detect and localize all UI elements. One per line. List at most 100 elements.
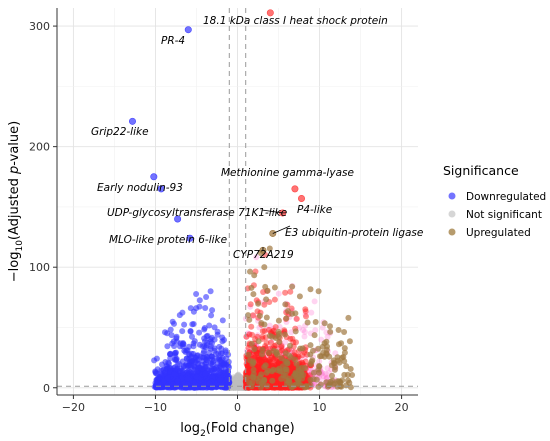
y-axis-title: −log10(Adjusted p-value) — [7, 121, 25, 282]
annotation-label: PR-4 — [161, 35, 185, 47]
data-point-up_alt — [339, 354, 345, 361]
data-point-up_alt — [248, 284, 255, 291]
data-point-up_alt — [347, 366, 354, 372]
data-point-up_alt — [255, 338, 262, 345]
data-point-up — [243, 333, 250, 340]
data-point-pink — [253, 254, 260, 261]
data-point-down — [194, 382, 201, 389]
data-point-down — [184, 363, 191, 370]
annotation-label: Grip22-like — [91, 126, 149, 138]
data-point-pink — [316, 358, 323, 365]
data-point-down — [202, 370, 209, 377]
data-point-down — [189, 333, 195, 340]
data-point-up — [289, 335, 296, 342]
data-point-up_alt — [282, 301, 289, 308]
data-point-pink — [324, 334, 331, 340]
data-point-up_alt — [345, 314, 352, 321]
data-point-down — [152, 368, 159, 375]
legend-swatch — [448, 228, 456, 236]
data-point-ns — [237, 374, 244, 381]
data-point-down — [202, 305, 209, 311]
data-point-down — [200, 384, 206, 391]
data-point-up_alt — [278, 355, 285, 362]
data-point-up_alt — [321, 320, 328, 327]
data-point-pink — [282, 339, 289, 346]
y-tick-label: 100 — [29, 261, 50, 274]
data-point-up_alt — [251, 346, 258, 353]
data-point-up — [271, 343, 278, 349]
data-point-up — [272, 324, 279, 330]
data-point-pink — [275, 290, 282, 297]
data-point-down — [196, 297, 203, 304]
data-point-down — [181, 347, 188, 354]
data-point-up_alt — [315, 345, 322, 352]
data-point-up_alt — [343, 382, 350, 389]
data-point-down — [174, 361, 181, 368]
data-point-down — [195, 356, 202, 363]
data-point-down — [209, 307, 216, 314]
data-point-down — [211, 324, 218, 331]
data-point-down — [203, 356, 210, 363]
data-point-down — [206, 322, 213, 329]
legend-label: Not significant — [466, 209, 542, 221]
x-tick-label: 10 — [313, 401, 327, 414]
annotation-label: UDP-glycosyltransferase 71K1-like — [107, 207, 287, 219]
data-point-down — [223, 369, 229, 376]
data-point-pink — [323, 374, 330, 381]
data-point-up_alt — [248, 340, 255, 347]
data-point-down — [170, 338, 177, 345]
data-point-up_alt — [310, 369, 317, 376]
data-point-pink — [324, 365, 331, 372]
data-point-up_alt — [336, 359, 343, 366]
data-point-down — [164, 330, 171, 337]
annotation-leader — [261, 209, 283, 214]
data-point-down — [213, 364, 220, 371]
data-point-down — [208, 312, 215, 319]
data-point-up_alt — [283, 368, 290, 375]
data-point-down — [201, 343, 208, 350]
data-point-down — [221, 361, 228, 367]
data-point-down — [173, 355, 180, 362]
data-point-pink — [322, 370, 329, 377]
legend-swatch — [448, 210, 456, 218]
data-point-up_alt — [315, 366, 322, 373]
data-point-down — [157, 381, 164, 388]
data-point-down — [208, 353, 215, 360]
data-point-down — [174, 378, 181, 385]
data-point-up_alt — [276, 330, 283, 337]
data-point-down — [183, 355, 190, 362]
annotation-label: CYP72A219 — [233, 249, 294, 261]
data-point-down — [190, 340, 197, 347]
data-point-down — [171, 371, 178, 378]
data-point-up_alt — [310, 376, 317, 383]
x-tick-label: −20 — [62, 401, 85, 414]
legend-swatch — [448, 192, 456, 200]
data-point-up_alt — [272, 335, 279, 341]
data-point-down — [176, 312, 183, 319]
data-point-down — [179, 341, 186, 348]
data-point-down — [189, 321, 196, 328]
highlight-point — [157, 185, 165, 193]
data-point-down — [167, 350, 174, 357]
data-point-up_alt — [331, 366, 338, 373]
data-point-down — [187, 305, 194, 312]
legend-label: Downregulated — [466, 191, 546, 203]
data-point-up_alt — [276, 338, 283, 345]
x-tick-label: 20 — [395, 401, 409, 414]
data-point-up — [287, 288, 294, 295]
data-point-down — [187, 328, 194, 335]
data-point-up_alt — [247, 268, 253, 275]
legend: Significance Downregulated Not significant… — [443, 163, 546, 239]
data-point-down — [178, 384, 185, 391]
data-point-up_alt — [349, 372, 356, 378]
data-point-up_alt — [346, 338, 353, 345]
data-point-up_alt — [319, 343, 326, 350]
data-point-down — [193, 291, 200, 297]
highlight-point — [297, 194, 305, 202]
data-point-pink — [300, 327, 307, 334]
data-point-down — [216, 376, 223, 383]
data-point-up_alt — [282, 331, 288, 338]
data-point-up_alt — [265, 349, 272, 356]
data-point-up_alt — [334, 354, 341, 361]
